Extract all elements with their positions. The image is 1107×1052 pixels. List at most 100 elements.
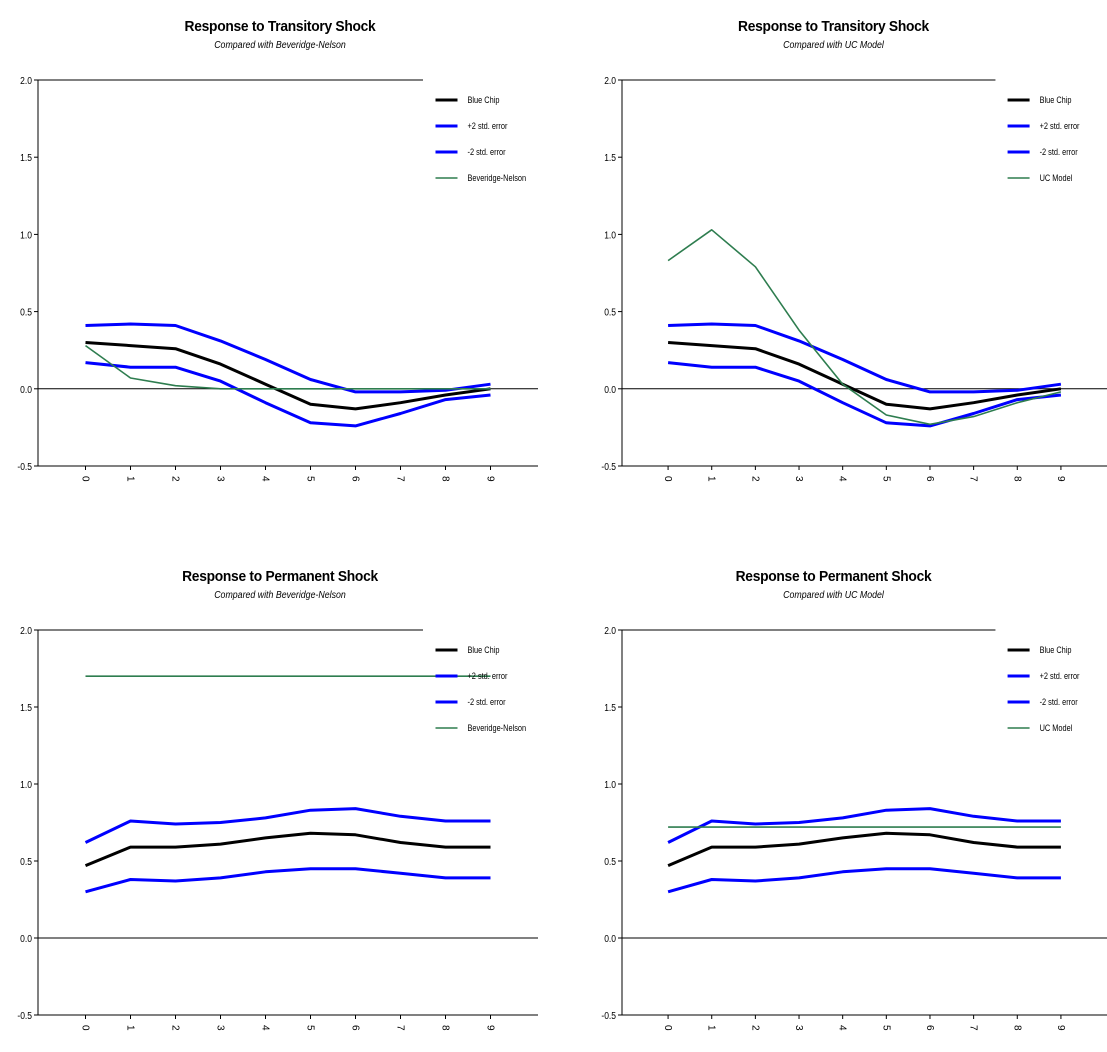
y-tick-label: 0.0 xyxy=(20,384,32,395)
x-tick-label: 1 xyxy=(706,1025,717,1031)
y-tick-label: 2.0 xyxy=(20,625,32,636)
y-tick-label: 0.5 xyxy=(20,307,32,318)
x-tick-label: 3 xyxy=(215,476,226,482)
legend-label: Beveridge-Nelson xyxy=(468,723,527,733)
legend-label: -2 std. error xyxy=(1040,697,1078,707)
y-tick-label: 0.5 xyxy=(604,307,616,318)
x-tick-label: 5 xyxy=(880,476,891,482)
y-tick-label: 1.5 xyxy=(20,702,32,713)
chart-subtitle: Compared with Beveridge-Nelson xyxy=(214,590,346,601)
x-tick-label: 8 xyxy=(440,476,451,482)
x-tick-label: 0 xyxy=(80,1025,91,1031)
chart-subtitle: Compared with UC Model xyxy=(783,590,884,601)
y-tick-label: 1.0 xyxy=(604,230,616,241)
x-tick-label: 6 xyxy=(924,1025,935,1031)
chart-title: Response to Permanent Shock xyxy=(735,568,932,585)
legend-label: UC Model xyxy=(1040,723,1073,733)
series-line xyxy=(667,341,1062,411)
chart-plot: 2.0 1.5 1.0 0.5 0.0 -0.5 0 1 2 3 4 5 6 7 8 9 Blue Chip +2… xyxy=(17,75,538,482)
chart-panel-permanent-bn: Response to Permanent Shock Compared wit… xyxy=(0,550,560,1052)
y-tick-label: 1.0 xyxy=(604,779,616,790)
x-tick-label: 7 xyxy=(968,476,979,482)
chart-subtitle: Compared with UC Model xyxy=(783,40,884,51)
chart-panel-transitory-bn: Response to Transitory Shock Compared wi… xyxy=(0,0,560,510)
x-tick-label: 0 xyxy=(662,476,673,482)
series-line xyxy=(667,361,1062,428)
x-tick-label: 5 xyxy=(305,1025,316,1031)
legend-label: +2 std. error xyxy=(1040,671,1080,681)
x-tick-label: 2 xyxy=(170,476,181,482)
y-tick-label: 1.5 xyxy=(604,153,616,164)
legend-label: Blue Chip xyxy=(468,95,500,105)
legend-label: +2 std. error xyxy=(1040,121,1080,131)
series-line xyxy=(85,867,491,894)
chart-plot: 2.0 1.5 1.0 0.5 0.0 -0.5 0 1 2 3 4 5 6 7 8 9 Blue Chip +2… xyxy=(601,625,1107,1031)
series-line xyxy=(84,831,491,867)
x-tick-label: 0 xyxy=(80,476,91,482)
legend-label: UC Model xyxy=(1040,173,1073,183)
x-tick-label: 9 xyxy=(485,476,496,482)
y-tick-label: -0.5 xyxy=(17,1010,32,1021)
series-line xyxy=(85,361,491,428)
legend-label: -2 std. error xyxy=(468,147,506,157)
x-tick-label: 6 xyxy=(350,1025,361,1031)
chart-plot: 2.0 1.5 1.0 0.5 0.0 -0.5 0 1 2 3 4 5 6 7 8 9 Blue Chip +2… xyxy=(601,75,1107,482)
y-tick-label: -0.5 xyxy=(601,1010,616,1021)
x-tick-label: 9 xyxy=(1055,1025,1066,1031)
y-tick-label: 1.0 xyxy=(20,230,32,241)
y-tick-label: 2.0 xyxy=(20,75,32,86)
chart-subtitle: Compared with Beveridge-Nelson xyxy=(214,40,346,51)
x-tick-label: 2 xyxy=(749,1025,760,1031)
x-tick-label: 2 xyxy=(170,1025,181,1031)
x-tick-label: 1 xyxy=(125,476,136,482)
series-line xyxy=(84,807,491,844)
series-line xyxy=(667,867,1061,894)
chart-panel-transitory-uc: Response to Transitory Shock Compared wi… xyxy=(560,0,1107,510)
x-tick-label: 9 xyxy=(1055,476,1066,482)
x-tick-label: 4 xyxy=(837,1025,848,1031)
y-tick-label: 0.0 xyxy=(20,933,32,944)
x-tick-label: 6 xyxy=(924,476,935,482)
y-tick-label: 1.0 xyxy=(20,779,32,790)
legend-label: Blue Chip xyxy=(1040,645,1072,655)
x-tick-label: 4 xyxy=(837,476,848,482)
x-tick-label: 8 xyxy=(1011,476,1022,482)
chart-title: Response to Transitory Shock xyxy=(184,18,376,35)
y-tick-label: 0.0 xyxy=(604,933,616,944)
y-tick-label: 2.0 xyxy=(604,625,616,636)
legend-label: Blue Chip xyxy=(468,645,500,655)
x-tick-label: 7 xyxy=(395,476,406,482)
x-tick-label: 1 xyxy=(706,476,717,482)
y-tick-label: 0.5 xyxy=(604,856,616,867)
x-tick-label: 1 xyxy=(125,1025,136,1031)
series-line xyxy=(667,831,1061,867)
x-tick-label: 9 xyxy=(485,1025,496,1031)
legend-label: Beveridge-Nelson xyxy=(468,173,527,183)
chart-title: Response to Permanent Shock xyxy=(182,568,378,585)
x-tick-label: 4 xyxy=(260,1025,271,1031)
x-tick-label: 3 xyxy=(793,476,804,482)
x-tick-label: 4 xyxy=(260,476,271,482)
x-tick-label: 8 xyxy=(440,1025,451,1031)
x-tick-label: 2 xyxy=(749,476,760,482)
legend-label: -2 std. error xyxy=(1040,147,1078,157)
x-tick-label: 7 xyxy=(968,1025,979,1031)
x-tick-label: 5 xyxy=(305,476,316,482)
x-tick-label: 5 xyxy=(880,1025,891,1031)
series-line xyxy=(85,344,491,390)
series-line xyxy=(85,322,491,394)
x-tick-label: 7 xyxy=(395,1025,406,1031)
series-line xyxy=(85,341,491,411)
chart-plot: 2.0 1.5 1.0 0.5 0.0 -0.5 0 1 2 3 4 5 6 7 8 9 Blue Chip +2… xyxy=(17,625,538,1031)
y-tick-label: 0.0 xyxy=(604,384,616,395)
series-line xyxy=(668,322,1062,394)
series-line xyxy=(667,807,1061,844)
legend-label: Blue Chip xyxy=(1040,95,1072,105)
legend-label: +2 std. error xyxy=(468,121,508,131)
legend-label: -2 std. error xyxy=(468,697,506,707)
x-tick-label: 3 xyxy=(793,1025,804,1031)
y-tick-label: -0.5 xyxy=(17,461,32,472)
chart-title: Response to Transitory Shock xyxy=(738,18,929,35)
y-tick-label: 0.5 xyxy=(20,856,32,867)
x-tick-label: 0 xyxy=(662,1025,673,1031)
